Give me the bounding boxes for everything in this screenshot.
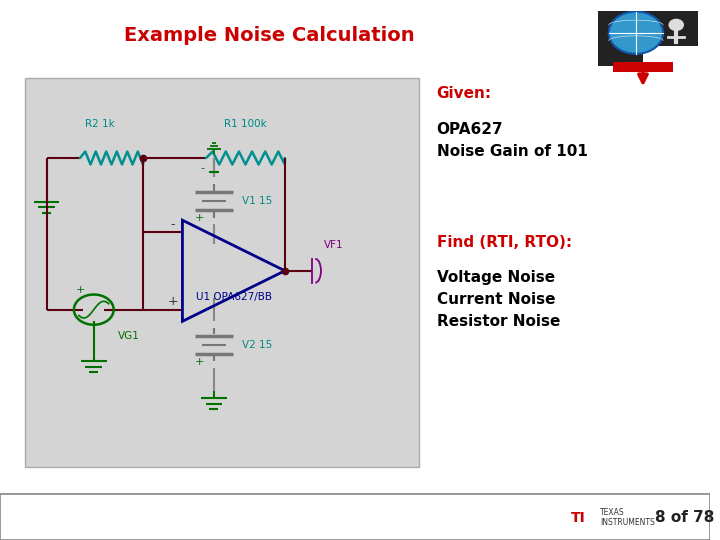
- Text: +: +: [167, 295, 178, 308]
- Text: +: +: [76, 285, 85, 295]
- Circle shape: [608, 11, 663, 54]
- Text: TI: TI: [570, 511, 585, 525]
- Text: R2 1k: R2 1k: [85, 119, 114, 129]
- Text: R1 100k: R1 100k: [224, 119, 267, 129]
- Text: 8 of 78: 8 of 78: [655, 510, 715, 525]
- FancyBboxPatch shape: [613, 63, 673, 72]
- Text: TEXAS
INSTRUMENTS: TEXAS INSTRUMENTS: [600, 508, 654, 527]
- Text: OPA627
Noise Gain of 101: OPA627 Noise Gain of 101: [436, 122, 588, 159]
- FancyBboxPatch shape: [643, 11, 698, 46]
- Text: VG1: VG1: [118, 331, 140, 341]
- Text: Example Noise Calculation: Example Noise Calculation: [125, 25, 415, 45]
- Text: Given:: Given:: [436, 86, 492, 102]
- Text: -: -: [171, 218, 175, 231]
- Text: Voltage Noise
Current Noise
Resistor Noise: Voltage Noise Current Noise Resistor Noi…: [436, 270, 560, 329]
- FancyBboxPatch shape: [0, 494, 710, 540]
- Text: V1 15: V1 15: [241, 196, 271, 206]
- FancyBboxPatch shape: [25, 78, 419, 467]
- Text: VF1: VF1: [324, 240, 344, 251]
- Text: U1 OPA627/BB: U1 OPA627/BB: [196, 292, 271, 302]
- Text: +: +: [194, 213, 204, 223]
- Text: -: -: [200, 163, 204, 173]
- Text: +: +: [194, 357, 204, 367]
- Circle shape: [669, 19, 683, 30]
- Text: -: -: [200, 307, 204, 316]
- Text: Find (RTI, RTO):: Find (RTI, RTO):: [436, 235, 572, 250]
- Text: V2 15: V2 15: [241, 340, 271, 349]
- FancyBboxPatch shape: [598, 11, 643, 65]
